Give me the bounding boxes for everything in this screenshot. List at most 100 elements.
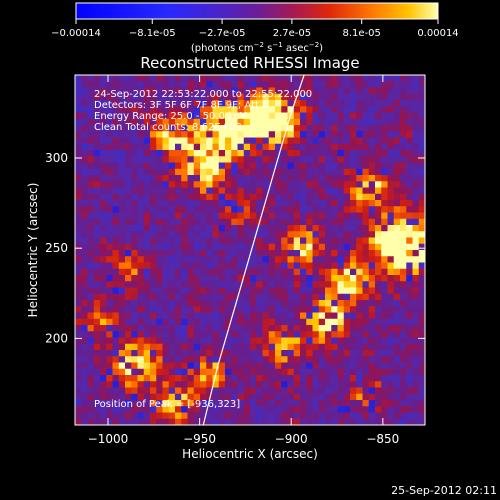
colorbar-gradient [75, 2, 439, 20]
heatmap-cell [87, 400, 95, 407]
heatmap-cell [362, 137, 370, 145]
heatmap-cell [106, 131, 113, 138]
heatmap-cell [350, 387, 357, 395]
heatmap-cell [212, 200, 220, 207]
heatmap-cell [268, 243, 276, 251]
heatmap-cell [275, 293, 282, 301]
heatmap-cell [75, 118, 82, 126]
heatmap-cell [275, 262, 282, 270]
heatmap-cell [337, 168, 345, 176]
heatmap-cell [262, 150, 270, 157]
heatmap-cell [362, 268, 370, 276]
heatmap-cell [237, 318, 245, 326]
heatmap-cell [93, 312, 101, 320]
heatmap-cell [350, 106, 357, 113]
heatmap-cell [193, 250, 201, 257]
heatmap-cell [237, 106, 245, 113]
heatmap-cell [175, 137, 182, 145]
heatmap-cell [293, 368, 301, 376]
heatmap-cell [225, 75, 232, 82]
heatmap-cell [118, 331, 126, 338]
heatmap-cell [375, 387, 382, 395]
heatmap-cell [350, 381, 357, 388]
heatmap-cell [156, 231, 163, 238]
heatmap-cell [412, 143, 420, 151]
heatmap-cell [187, 225, 195, 232]
heatmap-cell [325, 387, 332, 395]
heatmap-cell [112, 243, 120, 251]
heatmap-cell [281, 193, 288, 201]
heatmap-cell [81, 93, 88, 101]
heatmap-cell [331, 318, 338, 326]
heatmap-cell [200, 231, 207, 238]
heatmap-cell [156, 237, 163, 245]
heatmap-cell [206, 375, 213, 382]
heatmap-cell [262, 318, 270, 326]
heatmap-cell [131, 218, 138, 226]
heatmap-cell [243, 118, 251, 126]
heatmap-cell [318, 393, 326, 401]
heatmap-cell [418, 81, 425, 88]
heatmap-cell [400, 312, 407, 320]
heatmap-cell [343, 381, 351, 388]
heatmap-cell [168, 375, 176, 382]
heatmap-cell [125, 306, 132, 313]
heatmap-cell [125, 131, 132, 138]
heatmap-cell [193, 162, 201, 170]
heatmap-cell [275, 131, 282, 138]
heatmap-cell [143, 387, 151, 395]
heatmap-cell [400, 143, 407, 151]
heatmap-cell [293, 125, 301, 132]
heatmap-cell [125, 212, 132, 220]
heatmap-cell [137, 268, 145, 276]
heatmap-cell [231, 406, 238, 413]
heatmap-cell [100, 137, 107, 145]
heatmap-cell [93, 131, 101, 138]
heatmap-cell [381, 181, 388, 188]
heatmap-cell [225, 212, 232, 220]
heatmap-cell [243, 268, 251, 276]
heatmap-cell [256, 168, 263, 176]
heatmap-cell [406, 287, 413, 295]
heatmap-cell [275, 187, 282, 195]
heatmap-cell [81, 418, 88, 425]
heatmap-cell [356, 156, 363, 163]
heatmap-cell [112, 125, 120, 132]
heatmap-cell [268, 156, 276, 163]
heatmap-cell [375, 412, 382, 420]
heatmap-cell [250, 168, 257, 176]
heatmap-cell [75, 381, 82, 388]
heatmap-cell [343, 212, 351, 220]
heatmap-cell [375, 75, 382, 82]
heatmap-cell [243, 312, 251, 320]
heatmap-cell [268, 193, 276, 201]
heatmap-cell [168, 237, 176, 245]
heatmap-cell [393, 131, 401, 138]
heatmap-cell [106, 225, 113, 232]
heatmap-cell [181, 256, 188, 263]
heatmap-cell [312, 375, 320, 382]
heatmap-cell [312, 75, 320, 82]
heatmap-cell [143, 306, 151, 313]
heatmap-cell [387, 131, 395, 138]
heatmap-cell [387, 118, 395, 126]
heatmap-cell [156, 268, 163, 276]
heatmap-cell [362, 393, 370, 401]
heatmap-cell [300, 243, 307, 251]
heatmap-cell [362, 262, 370, 270]
heatmap-cell [131, 350, 138, 357]
heatmap-cell [287, 162, 295, 170]
heatmap-cell [243, 400, 251, 407]
heatmap-cell [375, 118, 382, 126]
heatmap-cell [206, 356, 213, 363]
heatmap-cell [312, 400, 320, 407]
heatmap-cell [406, 406, 413, 413]
heatmap-cell [256, 325, 263, 332]
heatmap-cell [206, 412, 213, 420]
heatmap-cell [156, 375, 163, 382]
heatmap-cell [168, 231, 176, 238]
heatmap-cell [356, 412, 363, 420]
heatmap-cell [356, 125, 363, 132]
heatmap-cell [181, 300, 188, 307]
heatmap-cell [93, 406, 101, 413]
